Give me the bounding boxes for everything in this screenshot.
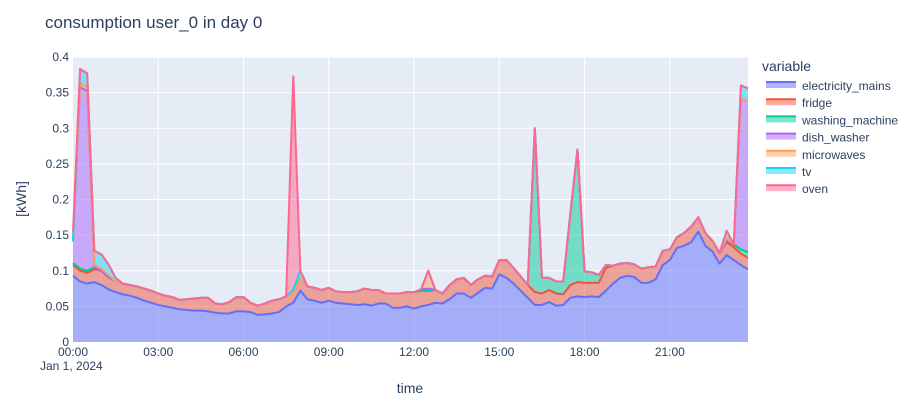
legend-title: variable [762, 58, 811, 74]
legend-label: fridge [802, 96, 832, 110]
legend-swatch [766, 185, 796, 192]
area-fridge [73, 217, 748, 315]
legend-label: washing_machine [801, 113, 898, 127]
y-axis-ticks: 0 0.05 0.1 0.15 0.2 0.25 0.3 0.35 0.4 [46, 50, 70, 349]
legend-label: electricity_mains [802, 79, 891, 93]
line-electricity_mains [72, 230, 749, 316]
y-tick-label: 0.3 [52, 121, 69, 135]
x-axis-ticks: 00:00 03:00 06:00 09:00 12:00 15:00 18:00 21:00 [58, 345, 685, 359]
y-tick-label: 0.25 [46, 157, 70, 171]
legend-swatch [766, 116, 796, 123]
x-tick-label: 00:00 [58, 345, 88, 359]
y-axis-label: [kWh] [13, 181, 29, 217]
y-tick-label: 0 [62, 335, 69, 349]
x-axis-label: time [397, 380, 424, 396]
legend-item-oven[interactable]: oven [766, 182, 828, 196]
legend-item-dish_washer[interactable]: dish_washer [766, 131, 869, 145]
y-tick-label: 0.4 [52, 50, 69, 64]
legend-item-microwaves[interactable]: microwaves [766, 148, 865, 162]
x-tick-label: 09:00 [314, 345, 344, 359]
legend-swatch [766, 168, 796, 174]
legend-swatch [766, 99, 796, 106]
x-tick-label: 18:00 [570, 345, 600, 359]
legend-item-fridge[interactable]: fridge [766, 96, 832, 110]
y-tick-label: 0.15 [46, 228, 70, 242]
legend-label: tv [802, 165, 811, 179]
line-oven [72, 68, 749, 307]
x-tick-label: 15:00 [484, 345, 514, 359]
legend-label: dish_washer [802, 131, 869, 145]
chart-title: consumption user_0 in day 0 [45, 13, 262, 32]
series-lines [72, 68, 749, 316]
legend-swatch [766, 150, 796, 157]
x-tick-label: 06:00 [229, 345, 259, 359]
x-tick-label: 03:00 [143, 345, 173, 359]
area-electricity_mains [73, 231, 748, 342]
y-tick-label: 0.1 [52, 264, 69, 278]
y-tick-label: 0.35 [46, 86, 70, 100]
y-tick-label: 0.05 [46, 299, 70, 313]
x-tick-label: 21:00 [655, 345, 685, 359]
legend-swatch [766, 133, 796, 140]
area-washing_machine [73, 128, 748, 306]
y-tick-label: 0.2 [52, 193, 69, 207]
legend-swatch [766, 82, 796, 88]
series-areas [73, 69, 748, 342]
legend-item-electricity_mains[interactable]: electricity_mains [766, 79, 891, 93]
legend-label: oven [802, 182, 828, 196]
legend-item-tv[interactable]: tv [766, 165, 811, 179]
x-tick-date: Jan 1, 2024 [40, 359, 103, 373]
legend-item-washing_machine[interactable]: washing_machine [766, 113, 898, 127]
x-tick-label: 12:00 [399, 345, 429, 359]
legend-label: microwaves [802, 148, 865, 162]
